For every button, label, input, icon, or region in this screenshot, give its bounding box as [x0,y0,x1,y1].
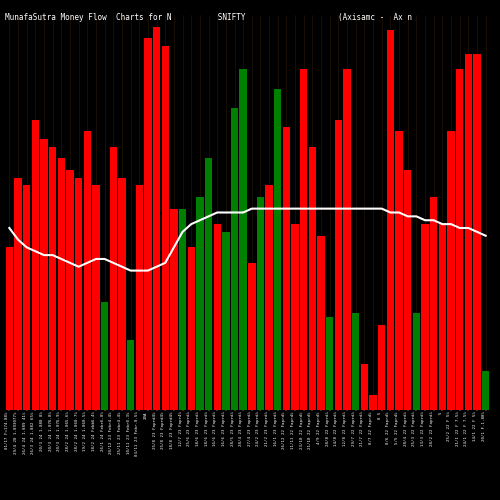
Bar [248,263,256,410]
Bar [360,364,368,410]
Bar [344,69,351,410]
Bar [179,208,186,410]
Bar [49,146,56,410]
Bar [170,208,177,410]
Bar [127,340,134,410]
Bar [6,248,13,410]
Bar [240,69,247,410]
Bar [292,224,299,410]
Bar [222,232,230,410]
Bar [448,131,454,410]
Bar [231,108,238,410]
Bar [162,46,169,410]
Bar [136,186,143,410]
Bar [257,197,264,410]
Bar [205,158,212,410]
Bar [14,178,21,410]
Bar [456,69,464,410]
Bar [283,128,290,410]
Bar [309,146,316,410]
Bar [101,302,108,410]
Bar [370,394,377,410]
Bar [58,158,65,410]
Bar [274,88,281,410]
Bar [474,54,480,410]
Text: MunafaSutra Money Flow  Charts for N          SNIFTY                    (Axisamc: MunafaSutra Money Flow Charts for N SNIF… [5,12,412,22]
Bar [396,131,402,410]
Bar [110,146,117,410]
Bar [352,313,360,410]
Bar [144,38,152,410]
Bar [326,317,334,410]
Bar [84,131,91,410]
Bar [92,186,100,410]
Bar [32,120,39,410]
Bar [482,372,490,410]
Bar [404,170,411,410]
Bar [75,178,82,410]
Bar [386,30,394,410]
Bar [118,178,126,410]
Bar [464,54,472,410]
Bar [66,170,73,410]
Bar [378,325,386,410]
Bar [412,313,420,410]
Bar [335,120,342,410]
Bar [153,26,160,410]
Bar [422,224,428,410]
Bar [188,248,195,410]
Bar [430,197,438,410]
Bar [318,236,325,410]
Bar [214,224,221,410]
Bar [23,186,30,410]
Bar [438,224,446,410]
Bar [196,197,203,410]
Bar [300,69,308,410]
Bar [40,139,48,410]
Bar [266,186,273,410]
